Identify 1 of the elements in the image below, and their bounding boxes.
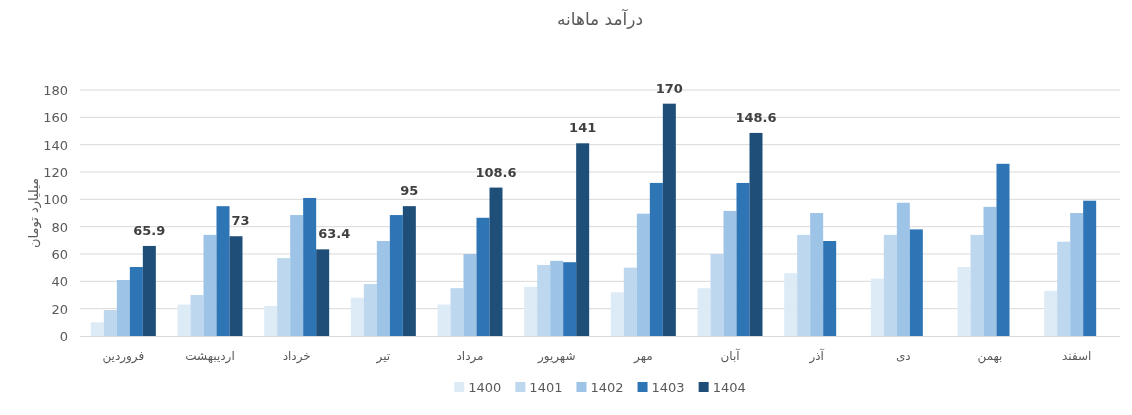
title: درآمد ماهانه (556, 9, 644, 29)
